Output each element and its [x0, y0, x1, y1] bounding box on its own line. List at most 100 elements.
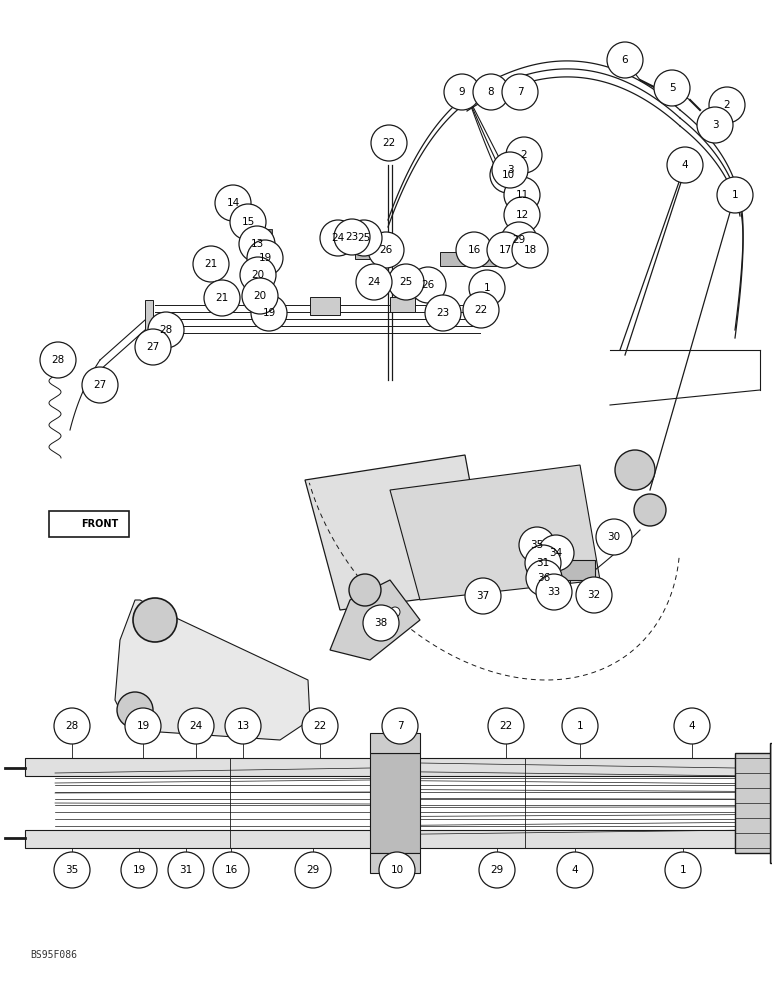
Text: 36: 36 [537, 573, 550, 583]
Circle shape [709, 87, 745, 123]
Circle shape [379, 852, 415, 888]
Text: 3: 3 [506, 165, 513, 175]
Circle shape [121, 852, 157, 888]
Text: 29: 29 [490, 865, 503, 875]
Circle shape [193, 246, 229, 282]
Circle shape [356, 264, 392, 300]
Text: 23: 23 [436, 308, 449, 318]
Bar [540, 580, 570, 595]
Circle shape [54, 708, 90, 744]
Circle shape [502, 74, 538, 110]
Circle shape [488, 708, 524, 744]
Circle shape [410, 267, 446, 303]
Text: 22: 22 [382, 138, 395, 148]
Circle shape [204, 280, 240, 316]
Circle shape [382, 708, 418, 744]
Text: 10: 10 [502, 170, 515, 180]
Circle shape [390, 607, 400, 617]
Text: 30: 30 [608, 532, 621, 542]
Circle shape [242, 278, 278, 314]
Circle shape [225, 708, 261, 744]
Text: 7: 7 [516, 87, 523, 97]
Text: 21: 21 [215, 293, 229, 303]
Bar [248, 212, 260, 217]
Text: 29: 29 [513, 235, 526, 245]
Bar [25, 830, 735, 848]
Circle shape [697, 107, 733, 143]
Text: 18: 18 [523, 245, 537, 255]
Circle shape [363, 605, 399, 641]
Polygon shape [390, 465, 600, 600]
Circle shape [492, 152, 528, 188]
Text: 34: 34 [550, 548, 563, 558]
Bar [262, 229, 272, 234]
Text: 16: 16 [225, 865, 238, 875]
Text: 23: 23 [345, 232, 359, 242]
Circle shape [213, 852, 249, 888]
Text: 12: 12 [516, 210, 529, 220]
Text: 10: 10 [391, 865, 404, 875]
Text: 19: 19 [262, 308, 276, 318]
Circle shape [230, 204, 266, 240]
Circle shape [463, 292, 499, 328]
Text: 28: 28 [66, 721, 79, 731]
Circle shape [538, 535, 574, 571]
Circle shape [247, 240, 283, 276]
Text: 27: 27 [93, 380, 107, 390]
Bar [440, 252, 500, 266]
Circle shape [240, 257, 276, 293]
Circle shape [349, 574, 381, 606]
Text: 32: 32 [587, 590, 601, 600]
Text: 27: 27 [147, 342, 160, 352]
Text: 15: 15 [242, 217, 255, 227]
Text: 11: 11 [516, 190, 529, 200]
Text: 29: 29 [306, 865, 320, 875]
Circle shape [674, 708, 710, 744]
Text: 22: 22 [499, 721, 513, 731]
Circle shape [562, 708, 598, 744]
Circle shape [371, 125, 407, 161]
Circle shape [479, 852, 515, 888]
Text: 4: 4 [682, 160, 689, 170]
Circle shape [133, 598, 177, 642]
Text: 13: 13 [250, 239, 263, 249]
Text: 13: 13 [236, 721, 249, 731]
Circle shape [596, 519, 632, 555]
Circle shape [469, 270, 505, 306]
Text: 26: 26 [379, 245, 393, 255]
Text: 20: 20 [252, 270, 265, 280]
Text: 28: 28 [52, 355, 65, 365]
Circle shape [665, 852, 701, 888]
Text: 4: 4 [689, 721, 696, 731]
Circle shape [512, 232, 548, 268]
Text: 5: 5 [669, 83, 676, 93]
Circle shape [717, 177, 753, 213]
Text: 17: 17 [499, 245, 512, 255]
Text: 24: 24 [367, 277, 381, 287]
Text: 19: 19 [259, 253, 272, 263]
Text: 22: 22 [474, 305, 488, 315]
Circle shape [525, 545, 561, 581]
Circle shape [607, 42, 643, 78]
Text: 7: 7 [397, 721, 403, 731]
Text: 38: 38 [374, 618, 388, 628]
Circle shape [178, 708, 214, 744]
Text: BS95F086: BS95F086 [30, 950, 77, 960]
Text: 19: 19 [137, 721, 150, 731]
Bar [355, 243, 395, 259]
Circle shape [519, 527, 555, 563]
Circle shape [168, 852, 204, 888]
Circle shape [388, 264, 424, 300]
Text: 35: 35 [66, 865, 79, 875]
Text: FRONT: FRONT [81, 519, 119, 529]
Text: 19: 19 [132, 865, 146, 875]
Text: 33: 33 [547, 587, 560, 597]
Text: 24: 24 [189, 721, 202, 731]
Circle shape [444, 74, 480, 110]
Circle shape [125, 708, 161, 744]
FancyBboxPatch shape [49, 511, 129, 537]
Circle shape [425, 295, 461, 331]
Text: 6: 6 [621, 55, 628, 65]
Circle shape [576, 577, 612, 613]
Text: 2: 2 [520, 150, 527, 160]
